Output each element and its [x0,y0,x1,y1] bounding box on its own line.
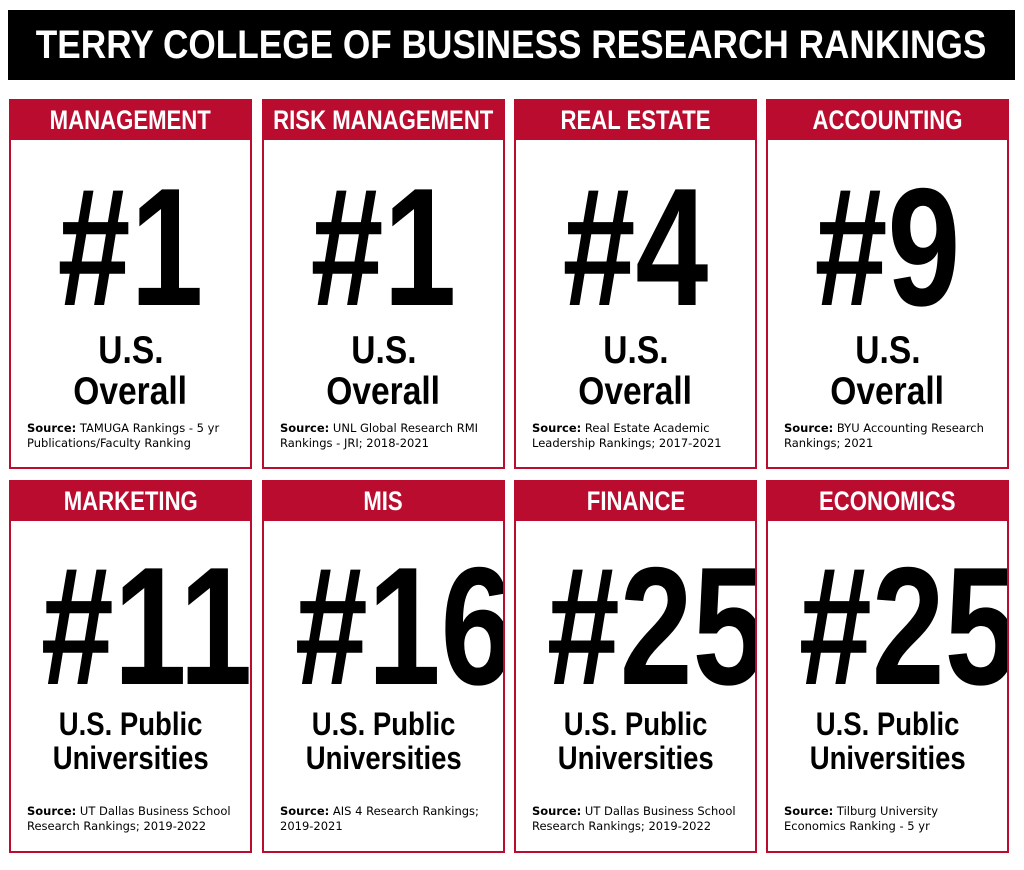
card-rank: #1 [310,153,457,341]
card-header: REAL ESTATE [516,101,755,140]
ranking-card-accounting: ACCOUNTING #9 U.S. Overall Source: BYU A… [766,99,1009,469]
card-source: Source: BYU Accounting Research Rankings… [784,421,999,451]
card-scope-line1: U.S. [350,329,417,372]
ranking-card-economics: ECONOMICS #25 U.S. Public Universities S… [766,480,1009,853]
card-scope-line1: U.S. [854,329,921,372]
card-source-line2: Research Rankings; 2019-2022 [532,818,712,833]
card-rank: #9 [814,153,961,341]
card-source-line2: 2019-2021 [280,818,343,833]
card-header: MANAGEMENT [11,101,250,140]
source-label: Source: [280,804,330,818]
card-scope-line2: Overall [73,369,188,413]
card-scope: U.S. Overall [768,329,1007,413]
card-category: FINANCE [586,486,685,516]
ranking-card-finance: FINANCE #25 U.S. Public Universities Sou… [514,480,757,853]
card-header: ACCOUNTING [768,101,1007,140]
card-header: RISK MANAGEMENT [264,101,503,140]
source-label: Source: [27,421,77,435]
source-label: Source: [532,421,582,435]
card-source-line1: BYU Accounting Research [836,421,984,435]
card-scope-line1: U.S. Public [815,706,960,742]
source-label: Source: [280,421,330,435]
card-category: MARKETING [63,486,198,516]
card-rank: #11 [40,532,252,720]
card-source: Source: Real Estate Academic Leadership … [532,421,747,451]
card-scope-line1: U.S. Public [563,706,708,742]
card-category: ECONOMICS [819,486,956,516]
ranking-card-real-estate: REAL ESTATE #4 U.S. Overall Source: Real… [514,99,757,469]
card-scope-line1: U.S. Public [58,706,203,742]
ranking-card-risk-management: RISK MANAGEMENT #1 U.S. Overall Source: … [262,99,505,469]
card-rank: #25 [798,532,1009,720]
card-source-line1: UT Dallas Business School [79,804,231,818]
card-source-line1: Tilburg University [836,804,939,818]
source-label: Source: [27,804,77,818]
card-scope-line2: Universities [305,739,462,776]
card-source-line1: UNL Global Research RMI [332,421,479,435]
card-source-line1: Real Estate Academic [584,421,710,435]
card-source-line2: Research Rankings; 2019-2022 [27,818,207,833]
card-source-line2: Publications/Faculty Ranking [27,435,191,450]
card-scope-line2: Overall [326,369,441,413]
title-banner: TERRY COLLEGE OF BUSINESS RESEARCH RANKI… [8,10,1015,80]
card-category: MIS [363,486,404,516]
card-source: Source: TAMUGA Rankings - 5 yr Publicati… [27,421,242,451]
card-source: Source: Tilburg University Economics Ran… [784,804,999,834]
card-source: Source: UT Dallas Business School Resear… [27,804,242,834]
card-scope: U.S. Public Universities [516,706,755,776]
card-scope-line2: Universities [809,739,966,776]
card-header: MIS [264,482,503,521]
card-category: MANAGEMENT [49,105,212,135]
card-scope: U.S. Public Universities [768,706,1007,776]
page-title: TERRY COLLEGE OF BUSINESS RESEARCH RANKI… [36,22,987,67]
card-header: FINANCE [516,482,755,521]
card-scope: U.S. Overall [264,329,503,413]
card-source-line1: UT Dallas Business School [584,804,736,818]
ranking-card-management: MANAGEMENT #1 U.S. Overall Source: TAMUG… [9,99,252,469]
card-source-line2: Economics Ranking - 5 yr [784,818,930,833]
card-source-line2: Rankings - JRI; 2018-2021 [280,435,429,450]
card-scope-line1: U.S. [97,329,164,372]
card-scope: U.S. Overall [516,329,755,413]
card-source-line2: Rankings; 2021 [784,435,874,450]
card-category: REAL ESTATE [560,105,711,135]
source-label: Source: [784,421,834,435]
card-category: RISK MANAGEMENT [273,105,494,135]
card-source: Source: UNL Global Research RMI Rankings… [280,421,495,451]
card-rank: #25 [546,532,757,720]
card-scope: U.S. Public Universities [11,706,250,776]
source-label: Source: [784,804,834,818]
card-scope-line1: U.S. [602,329,669,372]
card-source-line1: AIS 4 Research Rankings; [332,804,479,818]
source-label: Source: [532,804,582,818]
card-rank: #16 [294,532,505,720]
card-source: Source: AIS 4 Research Rankings; 2019-20… [280,804,495,834]
card-scope: U.S. Public Universities [264,706,503,776]
card-source-line2: Leadership Rankings; 2017-2021 [532,435,722,450]
card-scope: U.S. Overall [11,329,250,413]
card-source: Source: UT Dallas Business School Resear… [532,804,747,834]
card-source-line1: TAMUGA Rankings - 5 yr [79,421,220,435]
card-category: ACCOUNTING [812,105,963,135]
rankings-grid: MANAGEMENT #1 U.S. Overall Source: TAMUG… [9,99,1013,853]
card-scope-line1: U.S. Public [311,706,456,742]
card-header: MARKETING [11,482,250,521]
card-header: ECONOMICS [768,482,1007,521]
ranking-card-mis: MIS #16 U.S. Public Universities Source:… [262,480,505,853]
card-rank: #4 [562,153,709,341]
card-scope-line2: Overall [578,369,693,413]
card-scope-line2: Overall [830,369,945,413]
card-scope-line2: Universities [52,739,209,776]
card-rank: #1 [57,153,204,341]
card-scope-line2: Universities [557,739,714,776]
ranking-card-marketing: MARKETING #11 U.S. Public Universities S… [9,480,252,853]
